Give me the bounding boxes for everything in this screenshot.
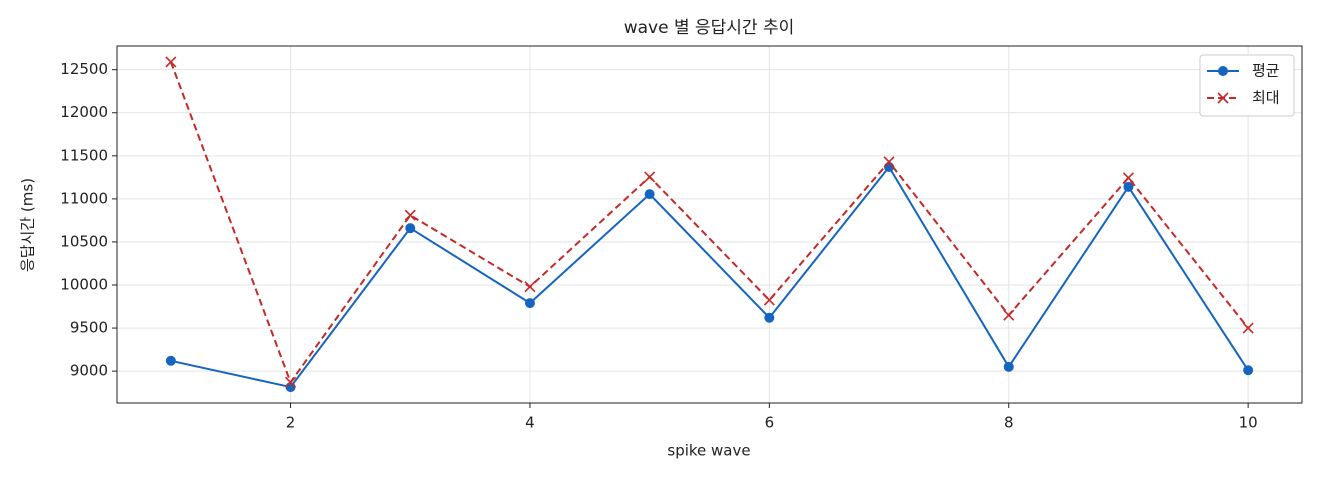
data-point [1242,322,1254,334]
series-line [169,61,1249,385]
y-tick-label: 10500 [60,232,108,250]
data-point [165,355,176,366]
data-point [1003,309,1015,321]
data-point [405,223,416,234]
y-tick-label: 9500 [70,319,108,337]
legend-marker [1217,92,1229,104]
plot-frame [116,45,1303,404]
y-tick-label: 11500 [60,146,108,164]
x-tick-label: 10 [1239,414,1258,432]
legend-box [1199,54,1295,117]
y-tick-label: 9000 [70,362,108,380]
data-point [1123,181,1134,192]
data-point [764,312,775,323]
x-tick-label: 2 [286,414,296,432]
x-tick-label: 6 [765,414,775,432]
y-tick-label: 10000 [60,276,108,294]
x-tick-label: 8 [1004,414,1014,432]
chart-title: wave 별 응답시간 추이 [624,18,795,38]
data-point [165,56,177,68]
data-point [883,156,895,168]
data-point [644,189,655,200]
legend-label: 최대 [1252,89,1280,107]
data-point [524,298,535,309]
y-tick-label: 11000 [60,189,108,207]
y-tick-label: 12500 [60,60,108,78]
x-tick-label: 4 [525,414,535,432]
data-point [404,209,416,221]
y-tick-label: 12000 [60,103,108,121]
x-axis-label: spike wave [667,442,750,460]
legend-label: 평균 [1252,62,1280,80]
y-axis-label: 응답시간 (ms) [19,178,37,272]
series-line [170,165,1249,389]
data-point [1122,172,1135,184]
data-point [644,171,656,183]
data-point [524,281,536,293]
data-point [763,294,775,306]
data-point [1003,361,1014,372]
data-point [284,376,297,388]
data-point [1243,365,1254,376]
legend-marker [1218,66,1228,76]
